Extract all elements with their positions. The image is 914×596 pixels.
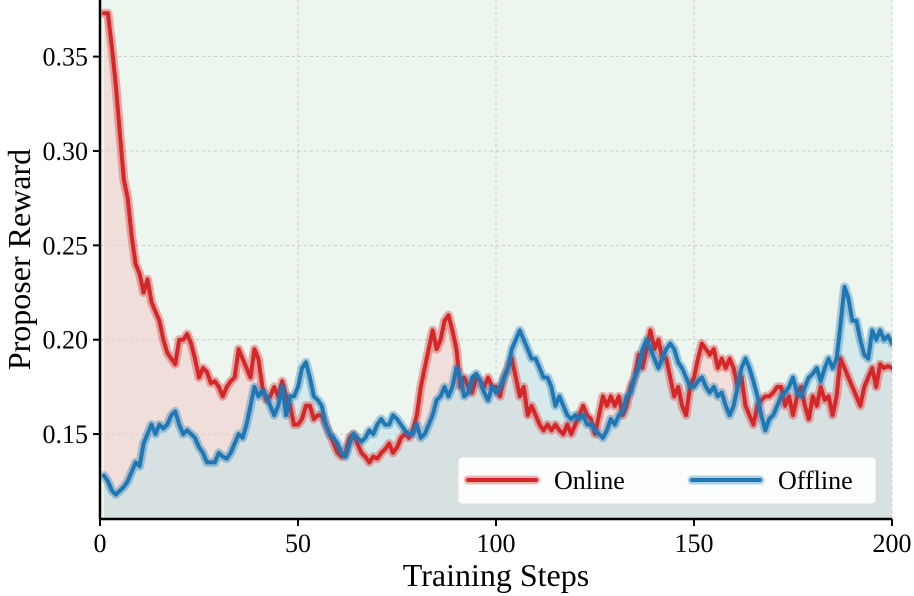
x-tick-label: 100 xyxy=(477,529,516,558)
tick-labels: 0 50 100 150 200 0.15 0.20 0.25 0.30 0.35 xyxy=(43,43,912,558)
y-tick-label: 0.20 xyxy=(43,326,89,355)
series-line-offline xyxy=(102,284,892,497)
legend-label-offline: Offline xyxy=(778,466,853,495)
y-tick-label: 0.30 xyxy=(43,137,89,166)
y-axis-label: Proposer Reward xyxy=(1,149,37,370)
series-lines xyxy=(100,8,892,499)
legend-box xyxy=(457,456,877,505)
x-tick-label: 50 xyxy=(285,529,311,558)
x-axis-label: Training Steps xyxy=(403,557,589,593)
x-tick-label: 200 xyxy=(873,529,912,558)
y-tick-label: 0.35 xyxy=(43,43,89,72)
x-tick-label: 0 xyxy=(94,529,107,558)
x-tick-label: 150 xyxy=(675,529,714,558)
legend-label-online: Online xyxy=(554,466,625,495)
y-tick-label: 0.15 xyxy=(43,420,89,449)
y-tick-label: 0.25 xyxy=(43,231,89,260)
axes xyxy=(93,0,893,526)
legend: Online Offline xyxy=(457,456,877,505)
